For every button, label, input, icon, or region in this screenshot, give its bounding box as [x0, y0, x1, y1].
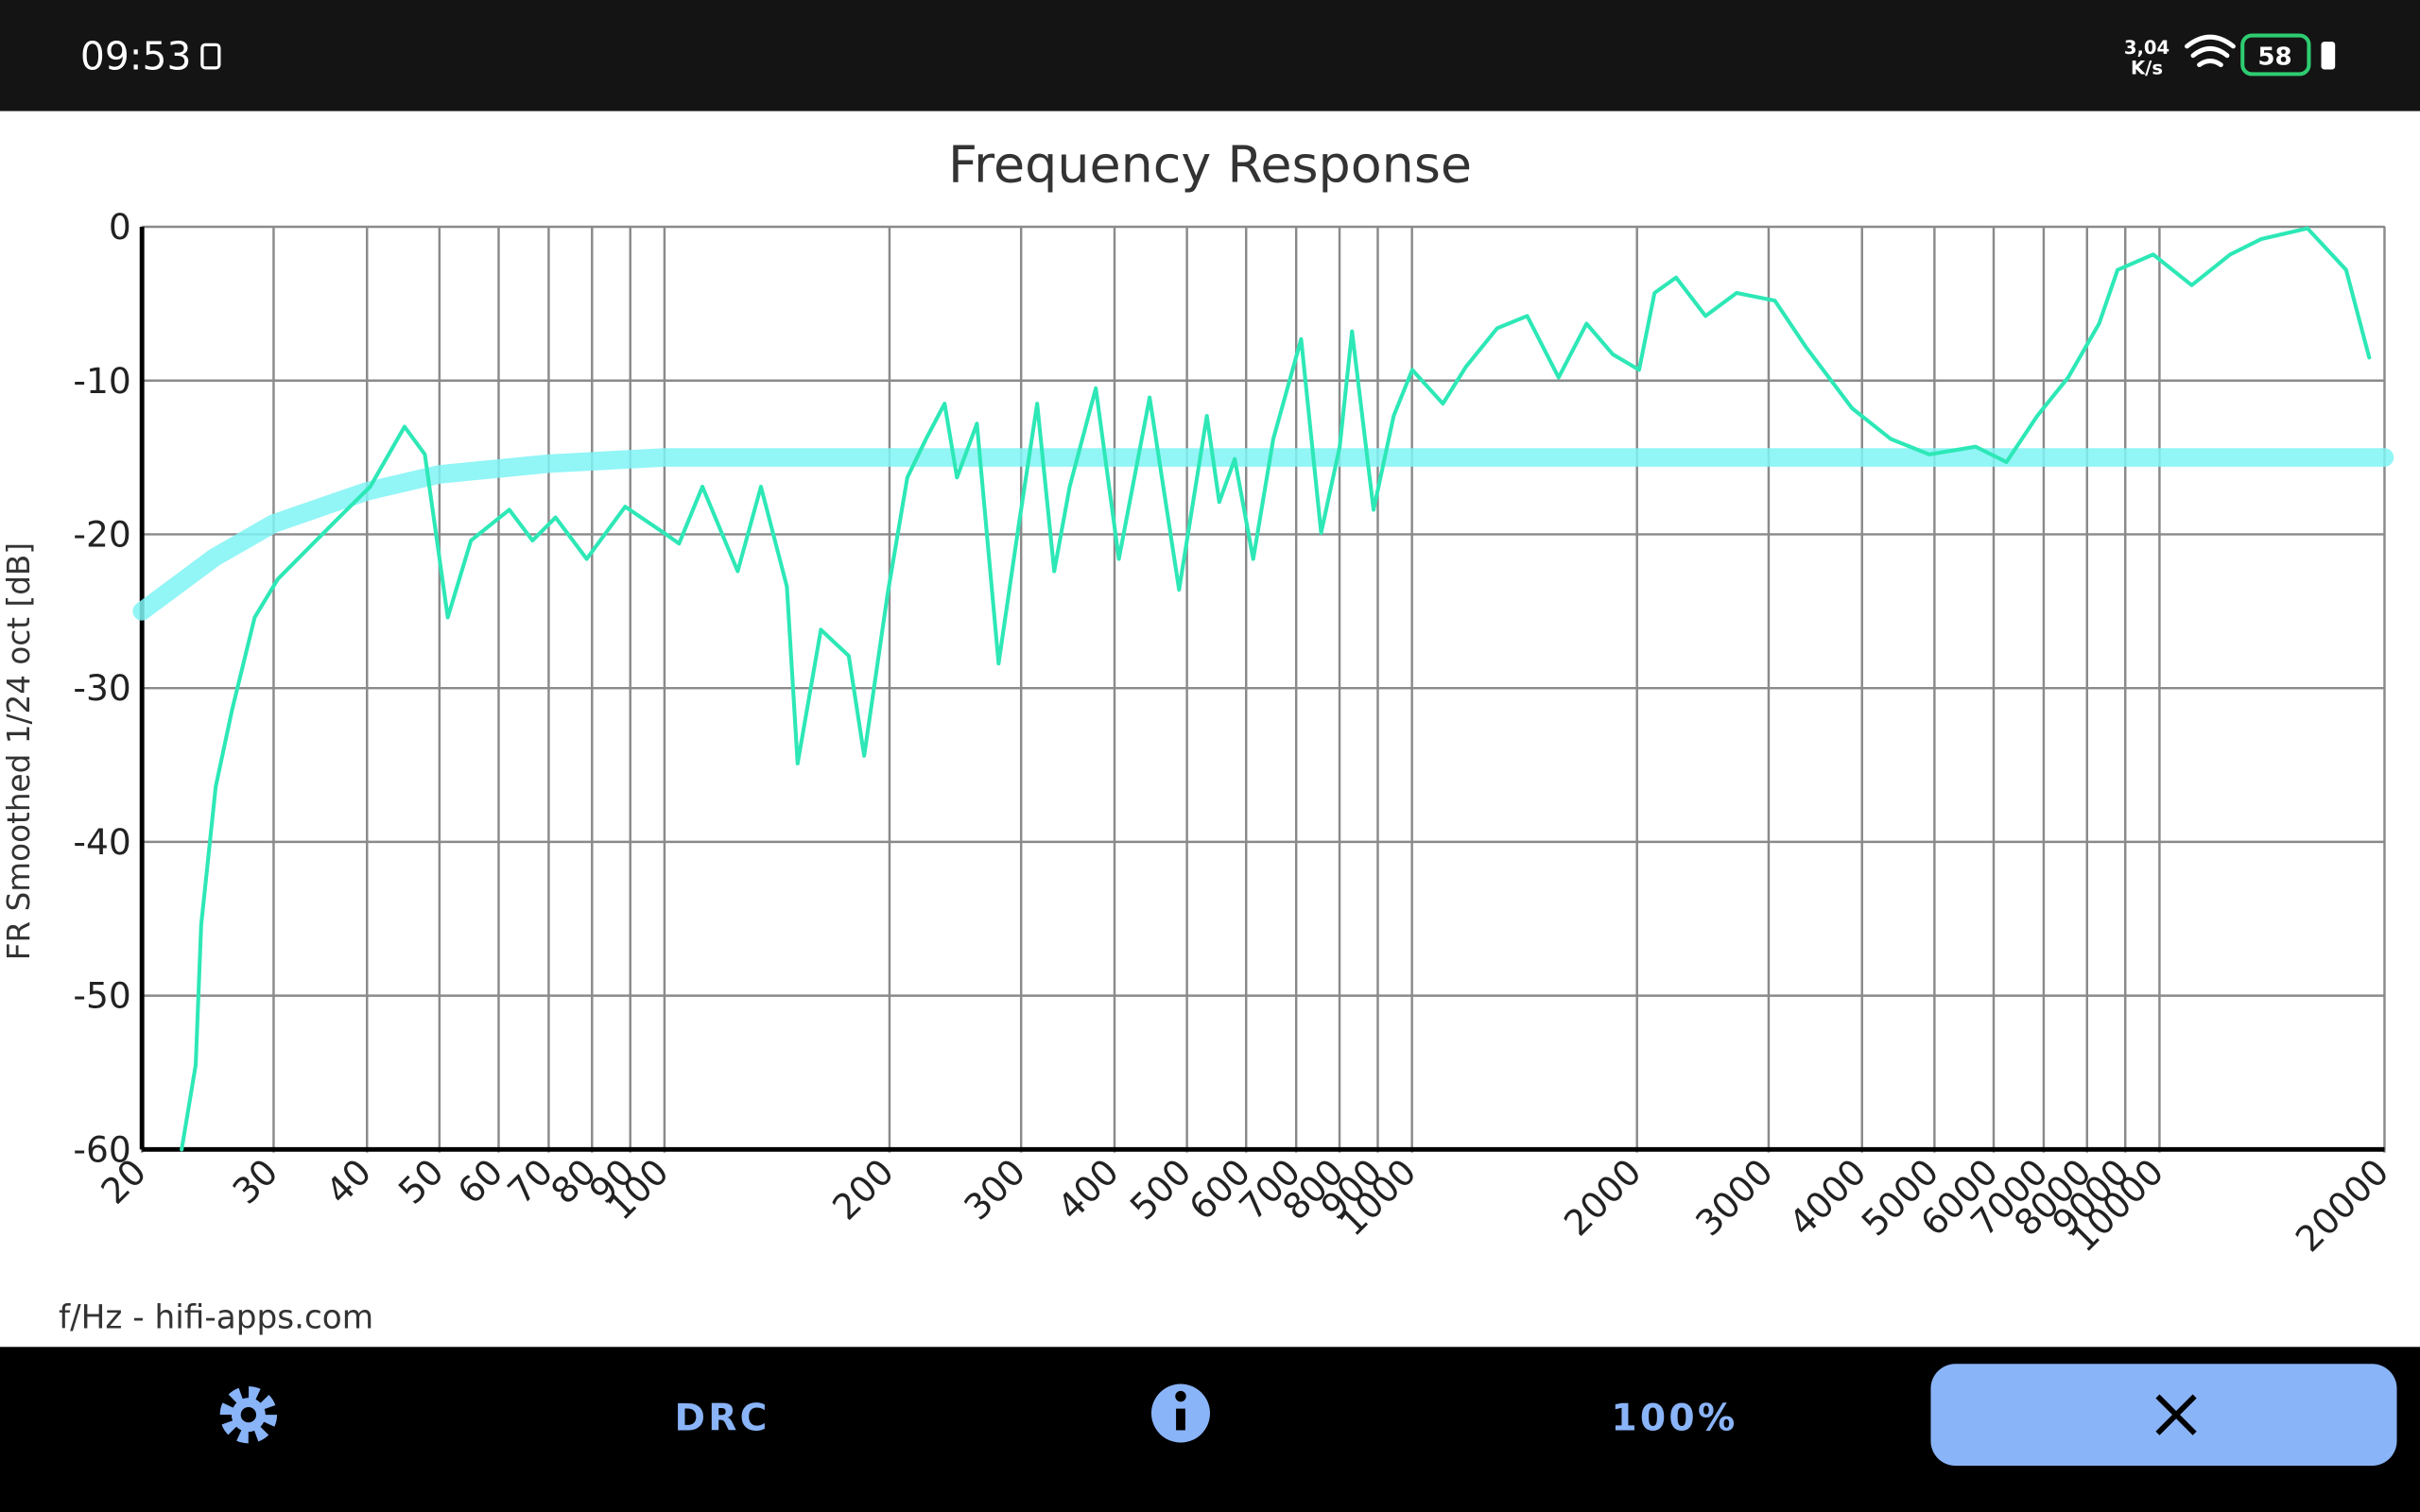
x-tick-label: 200: [824, 1151, 902, 1228]
info-button[interactable]: [1150, 1383, 1210, 1443]
y-tick-label: -50: [73, 975, 130, 1017]
x-tick-label: 2000: [1556, 1151, 1650, 1245]
net-unit: K/s: [2131, 57, 2163, 78]
x-tick-label: 20000: [2288, 1151, 2397, 1261]
x-tick-label: 500: [1122, 1151, 1200, 1228]
x-tick-label: 400: [1049, 1151, 1127, 1228]
status-bar: [0, 0, 2420, 112]
chart: Frequency Response FR Smoothed 1/24 oct …: [1, 135, 2396, 1337]
settings-icon-hole: [240, 1406, 257, 1423]
clock: 09:53: [80, 33, 192, 78]
drc-button[interactable]: DRC: [674, 1397, 769, 1439]
info-icon-dot: [1175, 1390, 1186, 1402]
charging-icon: [2321, 42, 2336, 70]
y-tick-label: -30: [73, 667, 130, 709]
close-button-bg: [1930, 1364, 2397, 1467]
y-tick-label: -60: [73, 1128, 130, 1170]
settings-icon: [219, 1385, 278, 1444]
battery-frame: [2240, 33, 2311, 77]
y-axis-label: FR Smoothed 1/24 oct [dB]: [1, 542, 37, 960]
net-speed: 3,04: [2124, 37, 2169, 59]
x-tick-label: 50: [390, 1151, 452, 1212]
series-line: [180, 226, 2372, 1152]
y-tick-label: 0: [109, 206, 131, 248]
x-tick-label: 30: [224, 1151, 285, 1212]
battery-level: 58: [2257, 43, 2291, 72]
x-tick-label: 300: [956, 1151, 1033, 1228]
chart-title: Frequency Response: [948, 135, 1472, 195]
notification-icon: [200, 43, 221, 70]
series-line: [132, 448, 2394, 621]
close-icon: [2155, 1394, 2197, 1435]
grid: [140, 225, 2386, 1153]
x-tick-label: 4000: [1781, 1151, 1875, 1245]
info-icon-stem: [1176, 1408, 1185, 1431]
y-tick-label: -40: [73, 821, 130, 863]
settings-button[interactable]: [219, 1385, 278, 1444]
x-axis-label: f/Hz - hifi-apps.com: [59, 1299, 373, 1337]
zoom-button[interactable]: 100%: [1611, 1397, 1737, 1439]
y-tick-label: -20: [73, 514, 130, 556]
close-button[interactable]: [1930, 1364, 2397, 1467]
x-tick-label: 3000: [1687, 1151, 1781, 1245]
wifi-icon: [2185, 34, 2236, 68]
y-tick-label: -10: [73, 360, 130, 402]
x-tick-label: 40: [318, 1151, 379, 1212]
